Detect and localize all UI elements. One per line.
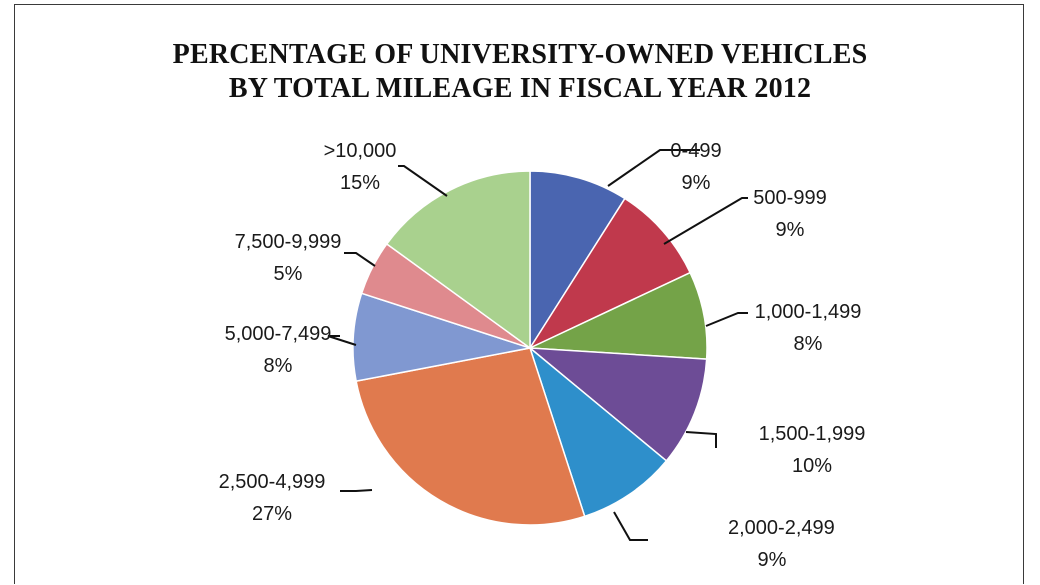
chart-title-line-2: BY TOTAL MILEAGE IN FISCAL YEAR 2012 [228, 73, 812, 104]
pie-slice-4 [527, 347, 708, 462]
leader-line-9 [398, 165, 448, 197]
slice-label-8: 7,500-9,999 [235, 231, 342, 253]
leader-line-5 [613, 511, 648, 541]
leader-line-3 [705, 312, 748, 327]
leader-line-6 [340, 489, 373, 492]
slice-label-6: 2,500-4,999 [219, 471, 326, 493]
leader-line-2 [663, 197, 748, 245]
slice-label-3: 1,000-1,499 [755, 301, 862, 323]
leader-line-8 [344, 252, 376, 267]
slice-labels: 0-499 9% 500-999 9% 1,000-1,499 8% 1,500-1,999… [219, 140, 866, 571]
slice-label-1: 0-499 [670, 140, 721, 162]
pie-slice-3 [529, 271, 708, 360]
pie-slice-6 [355, 347, 586, 526]
pie-slice-7 [352, 292, 531, 383]
slice-label-2: 500-999 [753, 187, 826, 209]
slice-percent-6: 27% [252, 503, 292, 525]
chart-title-line-1: PERCENTAGE OF UNIVERSITY-OWNED VEHICLES [172, 39, 868, 70]
pie-slices [352, 170, 708, 526]
slice-percent-8: 5% [274, 263, 303, 285]
pie-slice-1 [529, 170, 626, 351]
slice-label-9: >10,000 [324, 140, 397, 162]
chart-title: PERCENTAGE OF UNIVERSITY-OWNED VEHICLES … [0, 38, 1040, 106]
leader-line-1 [607, 149, 700, 187]
slice-percent-4: 10% [792, 455, 832, 477]
slice-label-4: 1,500-1,999 [759, 423, 866, 445]
pie-slice-5 [528, 345, 668, 518]
pie-slice-9 [385, 170, 531, 350]
slice-percent-7: 8% [264, 355, 293, 377]
slice-label-5: 2,000-2,499 [728, 517, 835, 539]
slice-percent-2: 9% [776, 219, 805, 241]
leader-lines [327, 149, 748, 541]
leader-line-4 [685, 431, 717, 448]
slice-percent-1: 9% [682, 172, 711, 194]
pie-slice-2 [527, 197, 692, 350]
slice-percent-9: 15% [340, 172, 380, 194]
slice-percent-5: 9% [758, 549, 787, 571]
slice-label-7: 5,000-7,499 [225, 323, 332, 345]
leader-line-7 [327, 335, 357, 346]
slice-percent-3: 8% [794, 333, 823, 355]
